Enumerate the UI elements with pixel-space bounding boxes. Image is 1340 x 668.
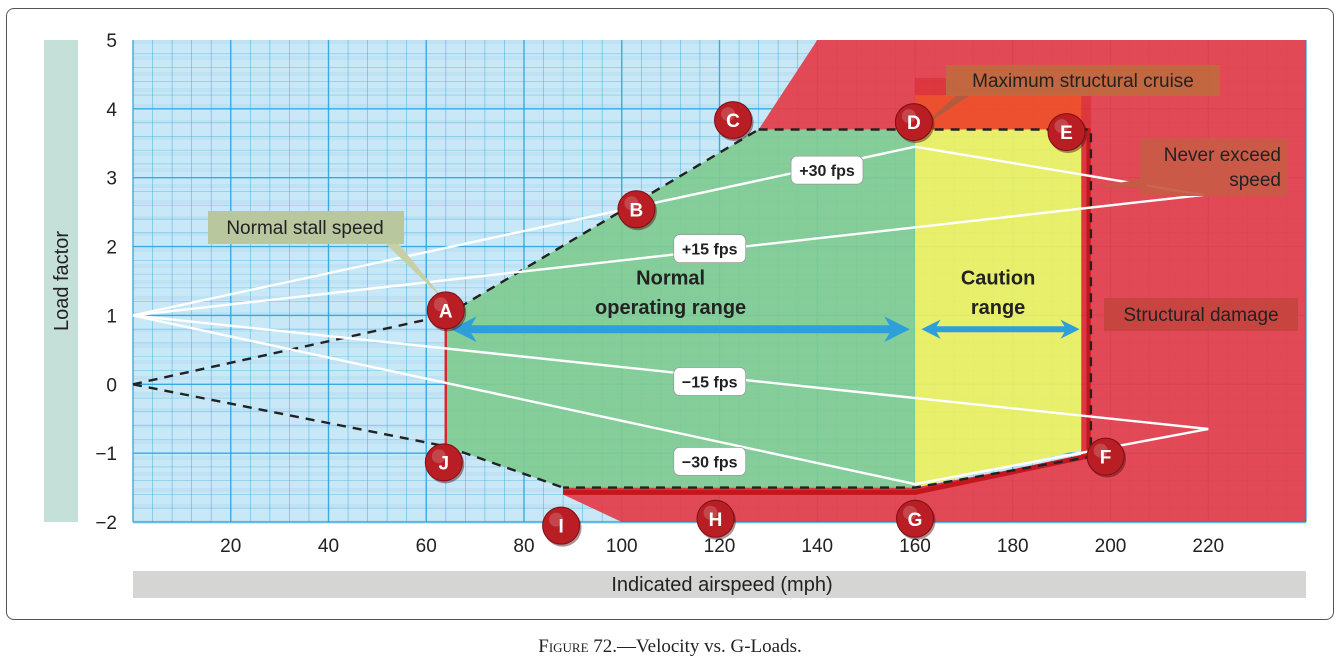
- marker-highlight: [721, 107, 736, 122]
- marker-highlight: [703, 505, 718, 520]
- point-label-c: C: [726, 111, 740, 132]
- y-tick-label: −1: [95, 444, 117, 465]
- x-tick-label: 140: [801, 536, 833, 557]
- point-label-h: H: [709, 510, 723, 531]
- x-axis-band: [133, 571, 1306, 598]
- stall-callout-box: [208, 211, 404, 244]
- point-marker-e: [1047, 113, 1086, 152]
- normal-range-label-2: operating range: [595, 297, 746, 319]
- caution-label-1: Caution: [961, 267, 1035, 289]
- point-label-f: F: [1100, 448, 1112, 469]
- point-marker-j: [424, 443, 463, 482]
- point-marker-d: [894, 103, 933, 142]
- point-label-a: A: [439, 301, 453, 322]
- x-tick-label: 100: [606, 536, 638, 557]
- max-structural-cruise-label: Maximum structural cruise: [972, 71, 1194, 92]
- gust-label-box: [673, 234, 747, 264]
- x-tick-label: 20: [220, 536, 241, 557]
- point-label-j: J: [439, 453, 450, 474]
- x-tick-label: 200: [1095, 536, 1127, 557]
- normal-range-label-1: Normal: [636, 267, 705, 289]
- point-marker-f: [1086, 437, 1125, 476]
- marker-highlight: [1054, 119, 1069, 134]
- figure-caption: Figure 72.—Velocity vs. G-Loads.: [0, 636, 1340, 658]
- marker-highlight: [903, 505, 917, 520]
- x-tick-label: 160: [899, 536, 931, 557]
- gust-label-box: [673, 367, 747, 396]
- never-exceed-label-2: speed: [1229, 170, 1281, 191]
- cruise-pointer: [920, 94, 972, 128]
- y-tick-label: 3: [106, 169, 117, 190]
- caution-label-2: range: [971, 297, 1025, 319]
- region-structural-damage: [563, 40, 1306, 522]
- point-label-b: B: [630, 200, 644, 221]
- x-tick-label: 60: [416, 536, 437, 557]
- marker-highlight: [624, 196, 639, 211]
- gust-label: +30 fps: [799, 163, 855, 180]
- y-axis-band: [44, 40, 78, 522]
- marker-highlight: [549, 512, 564, 527]
- series--15-fps: [132, 193, 1204, 317]
- x-tick-label: 40: [318, 536, 339, 557]
- negative-limit-edge: [563, 452, 1097, 495]
- x-tick-label: 80: [513, 536, 534, 557]
- point-marker-a: [426, 291, 465, 330]
- figure-title: —Velocity vs. G-Loads.: [617, 636, 802, 657]
- marker-highlight: [901, 109, 916, 124]
- marker-highlight: [431, 449, 446, 464]
- y-tick-label: −2: [95, 513, 117, 534]
- region-caution: [915, 129, 1082, 488]
- gust-label-box: [790, 155, 864, 185]
- marker-highlight: [1093, 443, 1108, 458]
- series--15-fps: [132, 314, 1209, 431]
- point-label-e: E: [1060, 123, 1073, 144]
- point-marker-b: [617, 190, 656, 229]
- series--30-fps: [132, 145, 1204, 317]
- point-label-i: I: [558, 517, 563, 538]
- never-exceed-pointer: [1095, 178, 1147, 188]
- normal-stall-speed-label: Normal stall speed: [226, 218, 383, 239]
- marker-highlight: [433, 297, 448, 312]
- y-tick-label: 2: [106, 238, 117, 259]
- structural-damage-box: [1104, 298, 1298, 331]
- y-tick-label: 4: [106, 100, 117, 121]
- y-tick-label: 1: [106, 306, 117, 327]
- point-label-d: D: [907, 113, 921, 134]
- never-exceed-label-1: Never exceed: [1164, 145, 1281, 166]
- point-marker-g: [896, 499, 934, 538]
- region-normal-operating: [445, 129, 915, 488]
- gust-label: −15 fps: [682, 375, 738, 392]
- point-label-g: G: [908, 510, 923, 531]
- gust-label: −30 fps: [682, 454, 738, 471]
- gust-label: +15 fps: [682, 242, 738, 259]
- x-tick-label: 220: [1192, 536, 1224, 557]
- y-tick-label: 0: [106, 375, 117, 396]
- point-marker-h: [696, 499, 735, 538]
- point-marker-c: [714, 101, 753, 140]
- point-marker-i: [542, 506, 581, 545]
- gust-label-box: [673, 447, 747, 476]
- x-axis-title: Indicated airspeed (mph): [611, 574, 832, 596]
- cruise-callout-box: [946, 65, 1220, 96]
- structural-damage-label: Structural damage: [1123, 305, 1278, 326]
- series-negative-stall-limit: [132, 383, 564, 489]
- y-tick-label: 5: [106, 31, 117, 52]
- stall-pointer: [385, 243, 446, 302]
- x-tick-label: 180: [997, 536, 1029, 557]
- never-exceed-callout-box: [1140, 138, 1288, 196]
- figure-number: Figure 72.: [538, 636, 618, 657]
- y-axis-title: Load factor: [51, 231, 73, 331]
- x-tick-label: 120: [704, 536, 736, 557]
